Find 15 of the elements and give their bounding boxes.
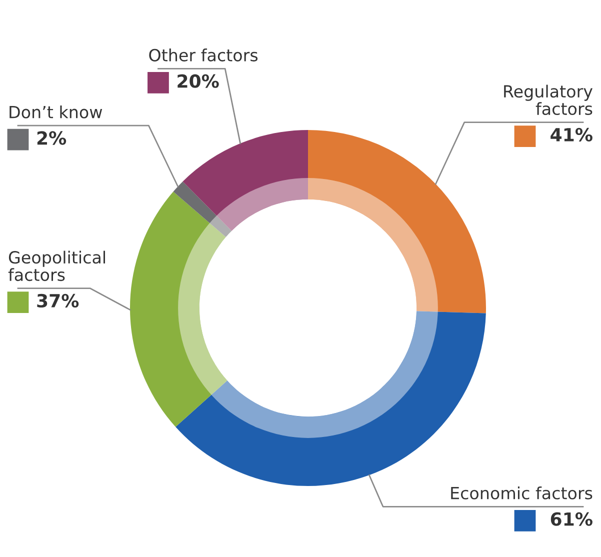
slice-label: Economic factors bbox=[451, 486, 592, 500]
slice-label: Don’t know bbox=[10, 105, 102, 118]
data-label: 61% bbox=[550, 512, 592, 526]
donut-slice bbox=[308, 130, 486, 314]
data-label: 37% bbox=[37, 294, 79, 308]
data-label: 41% bbox=[550, 128, 592, 142]
donut-slice bbox=[173, 182, 232, 238]
slice-label: Geopolitical factors bbox=[8, 250, 106, 282]
slice-label: Other factors bbox=[149, 48, 258, 62]
data-label: 2% bbox=[37, 131, 66, 145]
donut-slice bbox=[182, 130, 308, 231]
slice-label: Regulatory factors bbox=[504, 84, 592, 116]
donut-slice bbox=[176, 311, 486, 486]
data-label: 20% bbox=[178, 74, 219, 88]
donut-slice bbox=[130, 192, 228, 427]
